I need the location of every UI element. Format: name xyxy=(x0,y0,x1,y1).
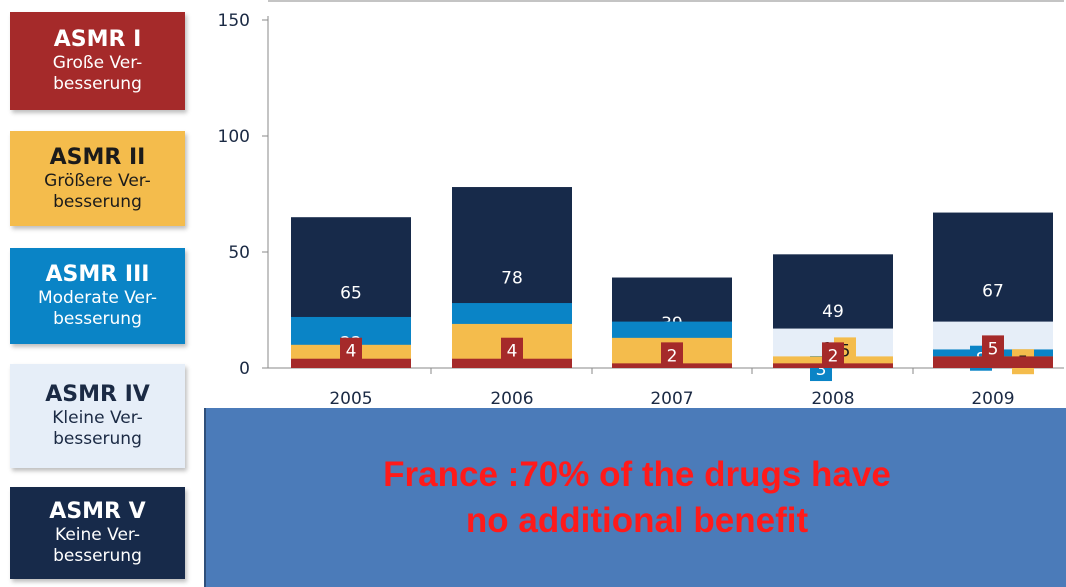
y-tick-label: 100 xyxy=(218,127,250,147)
y-tick-label: 150 xyxy=(218,11,250,31)
legend-item-line-2: besserung xyxy=(53,309,142,329)
legend-item-title: ASMR II xyxy=(49,144,146,170)
legend-item-title: ASMR IV xyxy=(45,382,150,407)
x-tick-label: 2008 xyxy=(811,389,854,409)
legend-item-line-2: besserung xyxy=(53,429,142,449)
legend-item-title: ASMR III xyxy=(45,262,150,287)
data-label-box xyxy=(822,342,844,368)
legend-item-1: ASMR I Große Ver-besserung xyxy=(10,12,185,110)
legend-item-line-1: Größere Ver- xyxy=(44,170,151,191)
callout-line-2: no additional benefit xyxy=(465,500,809,540)
bar-segment xyxy=(452,358,572,368)
legend-item-3: ASMR III Moderate Ver-besserung xyxy=(10,248,185,344)
legend-item-2: ASMR II Größere Ver-besserung xyxy=(10,131,185,226)
data-label: 67 xyxy=(982,281,1004,301)
y-tick-label: 0 xyxy=(239,359,250,379)
data-label: 2 xyxy=(667,346,678,366)
x-tick-label: 2005 xyxy=(329,389,372,409)
stacked-bar-chart: 0501001506516221042005781928194200639162… xyxy=(218,0,1064,409)
legend-item-line-1: Keine Ver- xyxy=(55,525,140,545)
data-label: 65 xyxy=(340,284,362,304)
data-label: 4 xyxy=(346,342,357,362)
callout-line-1: France :70% of the drugs have xyxy=(383,454,891,494)
legend-item-line-2: besserung xyxy=(53,191,142,212)
data-label: 4 xyxy=(507,342,518,362)
bar-segment xyxy=(933,356,1053,368)
bar-segment xyxy=(291,358,411,368)
legend-item-4: ASMR IV Kleine Ver-besserung xyxy=(10,364,185,468)
legend-item-5: ASMR V Keine Ver-besserung xyxy=(10,487,185,579)
data-label-box xyxy=(501,337,523,363)
data-label: 78 xyxy=(501,269,523,289)
data-label-box xyxy=(661,342,683,368)
legend-item-line-1: Große Ver- xyxy=(52,53,143,73)
data-label: 5 xyxy=(840,341,851,361)
y-tick-label: 50 xyxy=(228,243,250,263)
legend-item-title: ASMR I xyxy=(53,27,142,52)
data-label: 2 xyxy=(828,346,839,366)
legend-item-line-2: besserung xyxy=(53,74,142,94)
legend-item-line-1: Kleine Ver- xyxy=(52,408,143,428)
x-tick-label: 2006 xyxy=(490,389,533,409)
data-label: 3 xyxy=(816,360,827,380)
data-label: 49 xyxy=(822,302,844,322)
x-tick-label: 2007 xyxy=(650,389,693,409)
data-label: 5 xyxy=(988,339,999,359)
data-label-box xyxy=(982,335,1004,361)
callout-box: France :70% of the drugs have no additio… xyxy=(204,408,1066,587)
legend-item-line-1: Moderate Ver- xyxy=(37,288,158,308)
legend-item-line-2: besserung xyxy=(53,546,142,566)
data-label-box xyxy=(340,337,362,363)
legend-item-title: ASMR V xyxy=(49,499,146,524)
x-tick-label: 2009 xyxy=(971,389,1014,409)
